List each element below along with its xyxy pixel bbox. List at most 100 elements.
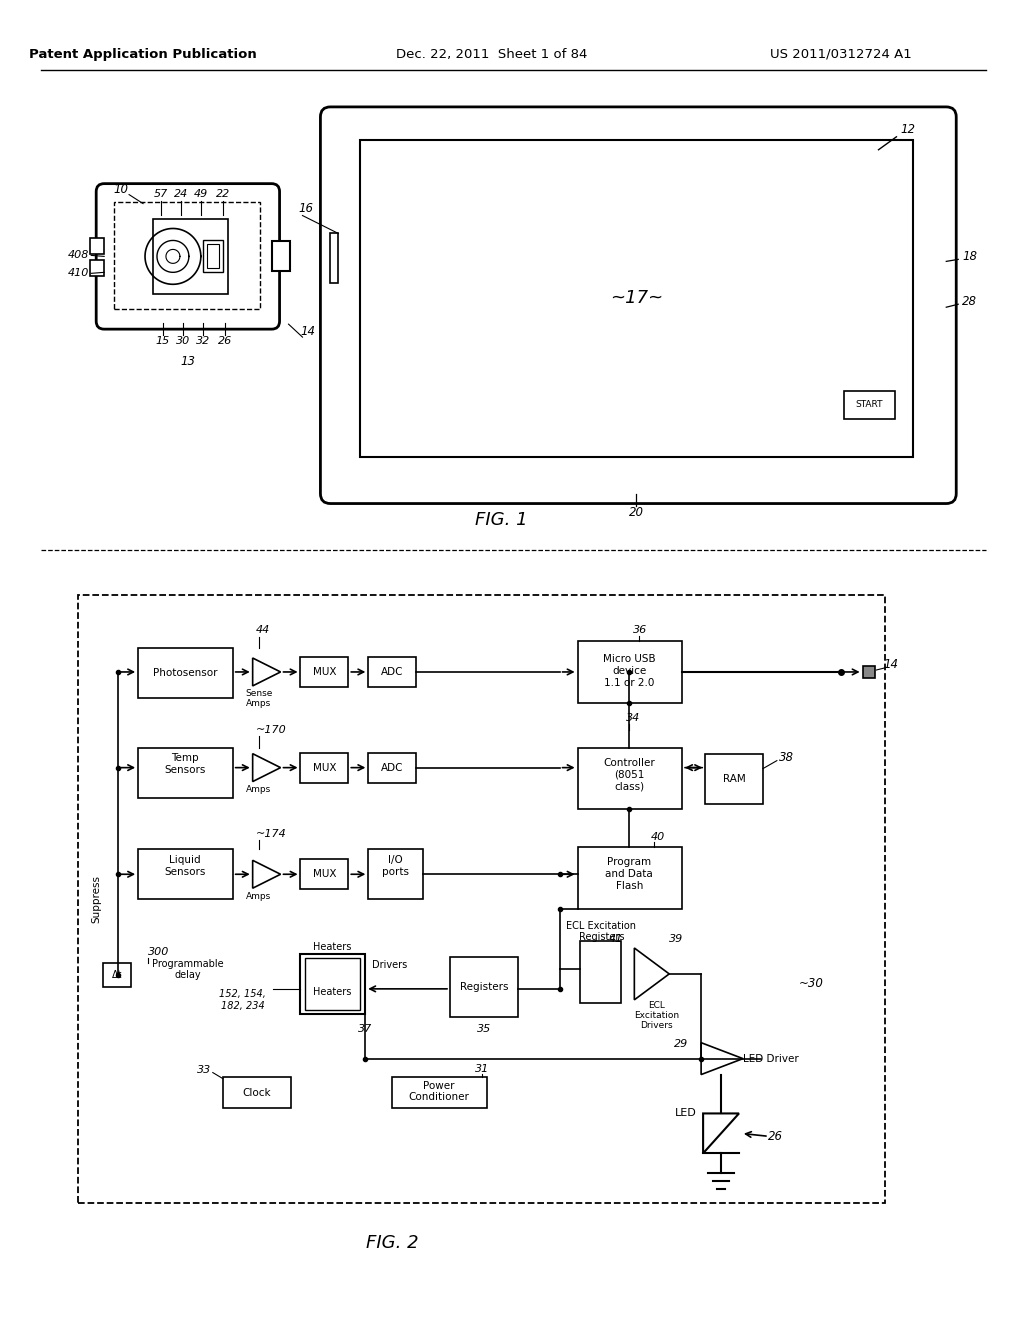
Text: 152, 154,: 152, 154, (219, 989, 266, 999)
Text: Sense: Sense (245, 689, 272, 698)
Text: Patent Application Publication: Patent Application Publication (29, 48, 257, 61)
Bar (305, 958, 360, 1010)
Text: 14: 14 (300, 325, 315, 338)
Bar (331, 234, 338, 284)
Polygon shape (253, 861, 281, 888)
Bar (300, 859, 348, 890)
Text: Temp: Temp (171, 752, 199, 763)
Bar (207, 244, 219, 268)
Text: 34: 34 (627, 713, 641, 723)
Text: 26: 26 (218, 337, 231, 346)
Text: Liquid: Liquid (169, 855, 201, 866)
Text: 18: 18 (963, 249, 977, 263)
Text: 57: 57 (154, 189, 168, 198)
Text: ECL Excitation: ECL Excitation (566, 921, 637, 931)
Bar (203, 240, 223, 272)
Text: FIG. 1: FIG. 1 (475, 511, 528, 529)
Text: device: device (612, 667, 646, 676)
Text: 24: 24 (174, 189, 188, 198)
Polygon shape (253, 754, 281, 781)
Text: and Data: and Data (605, 870, 653, 879)
Text: 22: 22 (216, 189, 229, 198)
Bar (90, 260, 104, 276)
Bar (844, 391, 895, 418)
Text: Amps: Amps (246, 892, 271, 900)
Bar (223, 1077, 291, 1109)
Text: 15: 15 (156, 337, 170, 346)
Text: Amps: Amps (246, 700, 271, 709)
Text: 39: 39 (670, 935, 683, 944)
Text: delay: delay (174, 970, 201, 979)
FancyBboxPatch shape (96, 183, 280, 329)
Bar (578, 747, 682, 809)
Text: ~170: ~170 (256, 725, 287, 735)
Bar (114, 202, 260, 309)
Text: 44: 44 (256, 626, 270, 635)
Text: 1.1 or 2.0: 1.1 or 2.0 (604, 678, 654, 688)
Text: MUX: MUX (312, 870, 336, 879)
Bar (78, 595, 886, 1203)
Text: 32: 32 (196, 337, 210, 346)
Text: Amps: Amps (246, 785, 271, 795)
Text: ~30: ~30 (799, 977, 823, 990)
Text: ECL: ECL (648, 1002, 665, 1010)
Text: 410: 410 (68, 268, 89, 279)
Bar (578, 642, 682, 702)
Polygon shape (634, 948, 670, 999)
Text: 41: 41 (608, 935, 623, 944)
Bar (90, 239, 104, 255)
Text: Registers: Registers (460, 982, 508, 991)
Text: Drivers: Drivers (640, 1022, 673, 1030)
Bar (153, 219, 227, 294)
Bar (578, 847, 682, 909)
Text: 30: 30 (176, 337, 190, 346)
Bar (138, 849, 232, 899)
Text: 33: 33 (197, 1065, 211, 1074)
Text: Conditioner: Conditioner (409, 1093, 469, 1102)
Text: Drivers: Drivers (372, 960, 407, 970)
Text: ~17~: ~17~ (609, 289, 663, 308)
Bar (138, 747, 232, 797)
Bar (392, 1077, 486, 1109)
Bar (369, 752, 416, 783)
Text: 16: 16 (298, 202, 313, 215)
Text: 35: 35 (477, 1024, 490, 1034)
Text: Photosensor: Photosensor (153, 668, 217, 678)
Bar (300, 954, 366, 1014)
Text: Excitation: Excitation (634, 1011, 679, 1020)
Text: 182, 234: 182, 234 (221, 1001, 264, 1011)
Text: START: START (856, 400, 884, 409)
Text: 37: 37 (358, 1024, 373, 1034)
Text: ADC: ADC (381, 763, 403, 772)
Text: Program: Program (607, 857, 651, 867)
Bar (103, 964, 131, 987)
Text: Programmable: Programmable (153, 958, 223, 969)
Text: Sensors: Sensors (164, 764, 206, 775)
Bar (360, 140, 913, 457)
Bar (300, 752, 348, 783)
Text: Heaters: Heaters (313, 942, 351, 952)
Polygon shape (701, 1043, 743, 1074)
Text: 10: 10 (114, 183, 129, 197)
Text: 26: 26 (768, 1130, 783, 1143)
Text: 31: 31 (475, 1064, 489, 1073)
Text: Clock: Clock (243, 1088, 271, 1097)
Text: (8051: (8051 (614, 770, 644, 780)
Bar (580, 941, 622, 1003)
Text: MUX: MUX (312, 763, 336, 772)
Text: Sensors: Sensors (164, 867, 206, 878)
Bar (138, 648, 232, 698)
Text: LED: LED (675, 1109, 696, 1118)
Text: 36: 36 (634, 626, 647, 635)
Text: 408: 408 (68, 251, 89, 260)
Text: Flash: Flash (615, 882, 643, 891)
Text: Micro USB: Micro USB (603, 653, 655, 664)
Polygon shape (703, 1114, 739, 1154)
Text: US 2011/0312724 A1: US 2011/0312724 A1 (770, 48, 911, 61)
Text: Registers: Registers (579, 932, 625, 942)
Text: Suppress: Suppress (91, 875, 101, 923)
Text: 49: 49 (194, 189, 208, 198)
Text: Controller: Controller (603, 758, 655, 768)
Text: FIG. 2: FIG. 2 (366, 1234, 419, 1251)
Text: Power: Power (423, 1081, 455, 1090)
